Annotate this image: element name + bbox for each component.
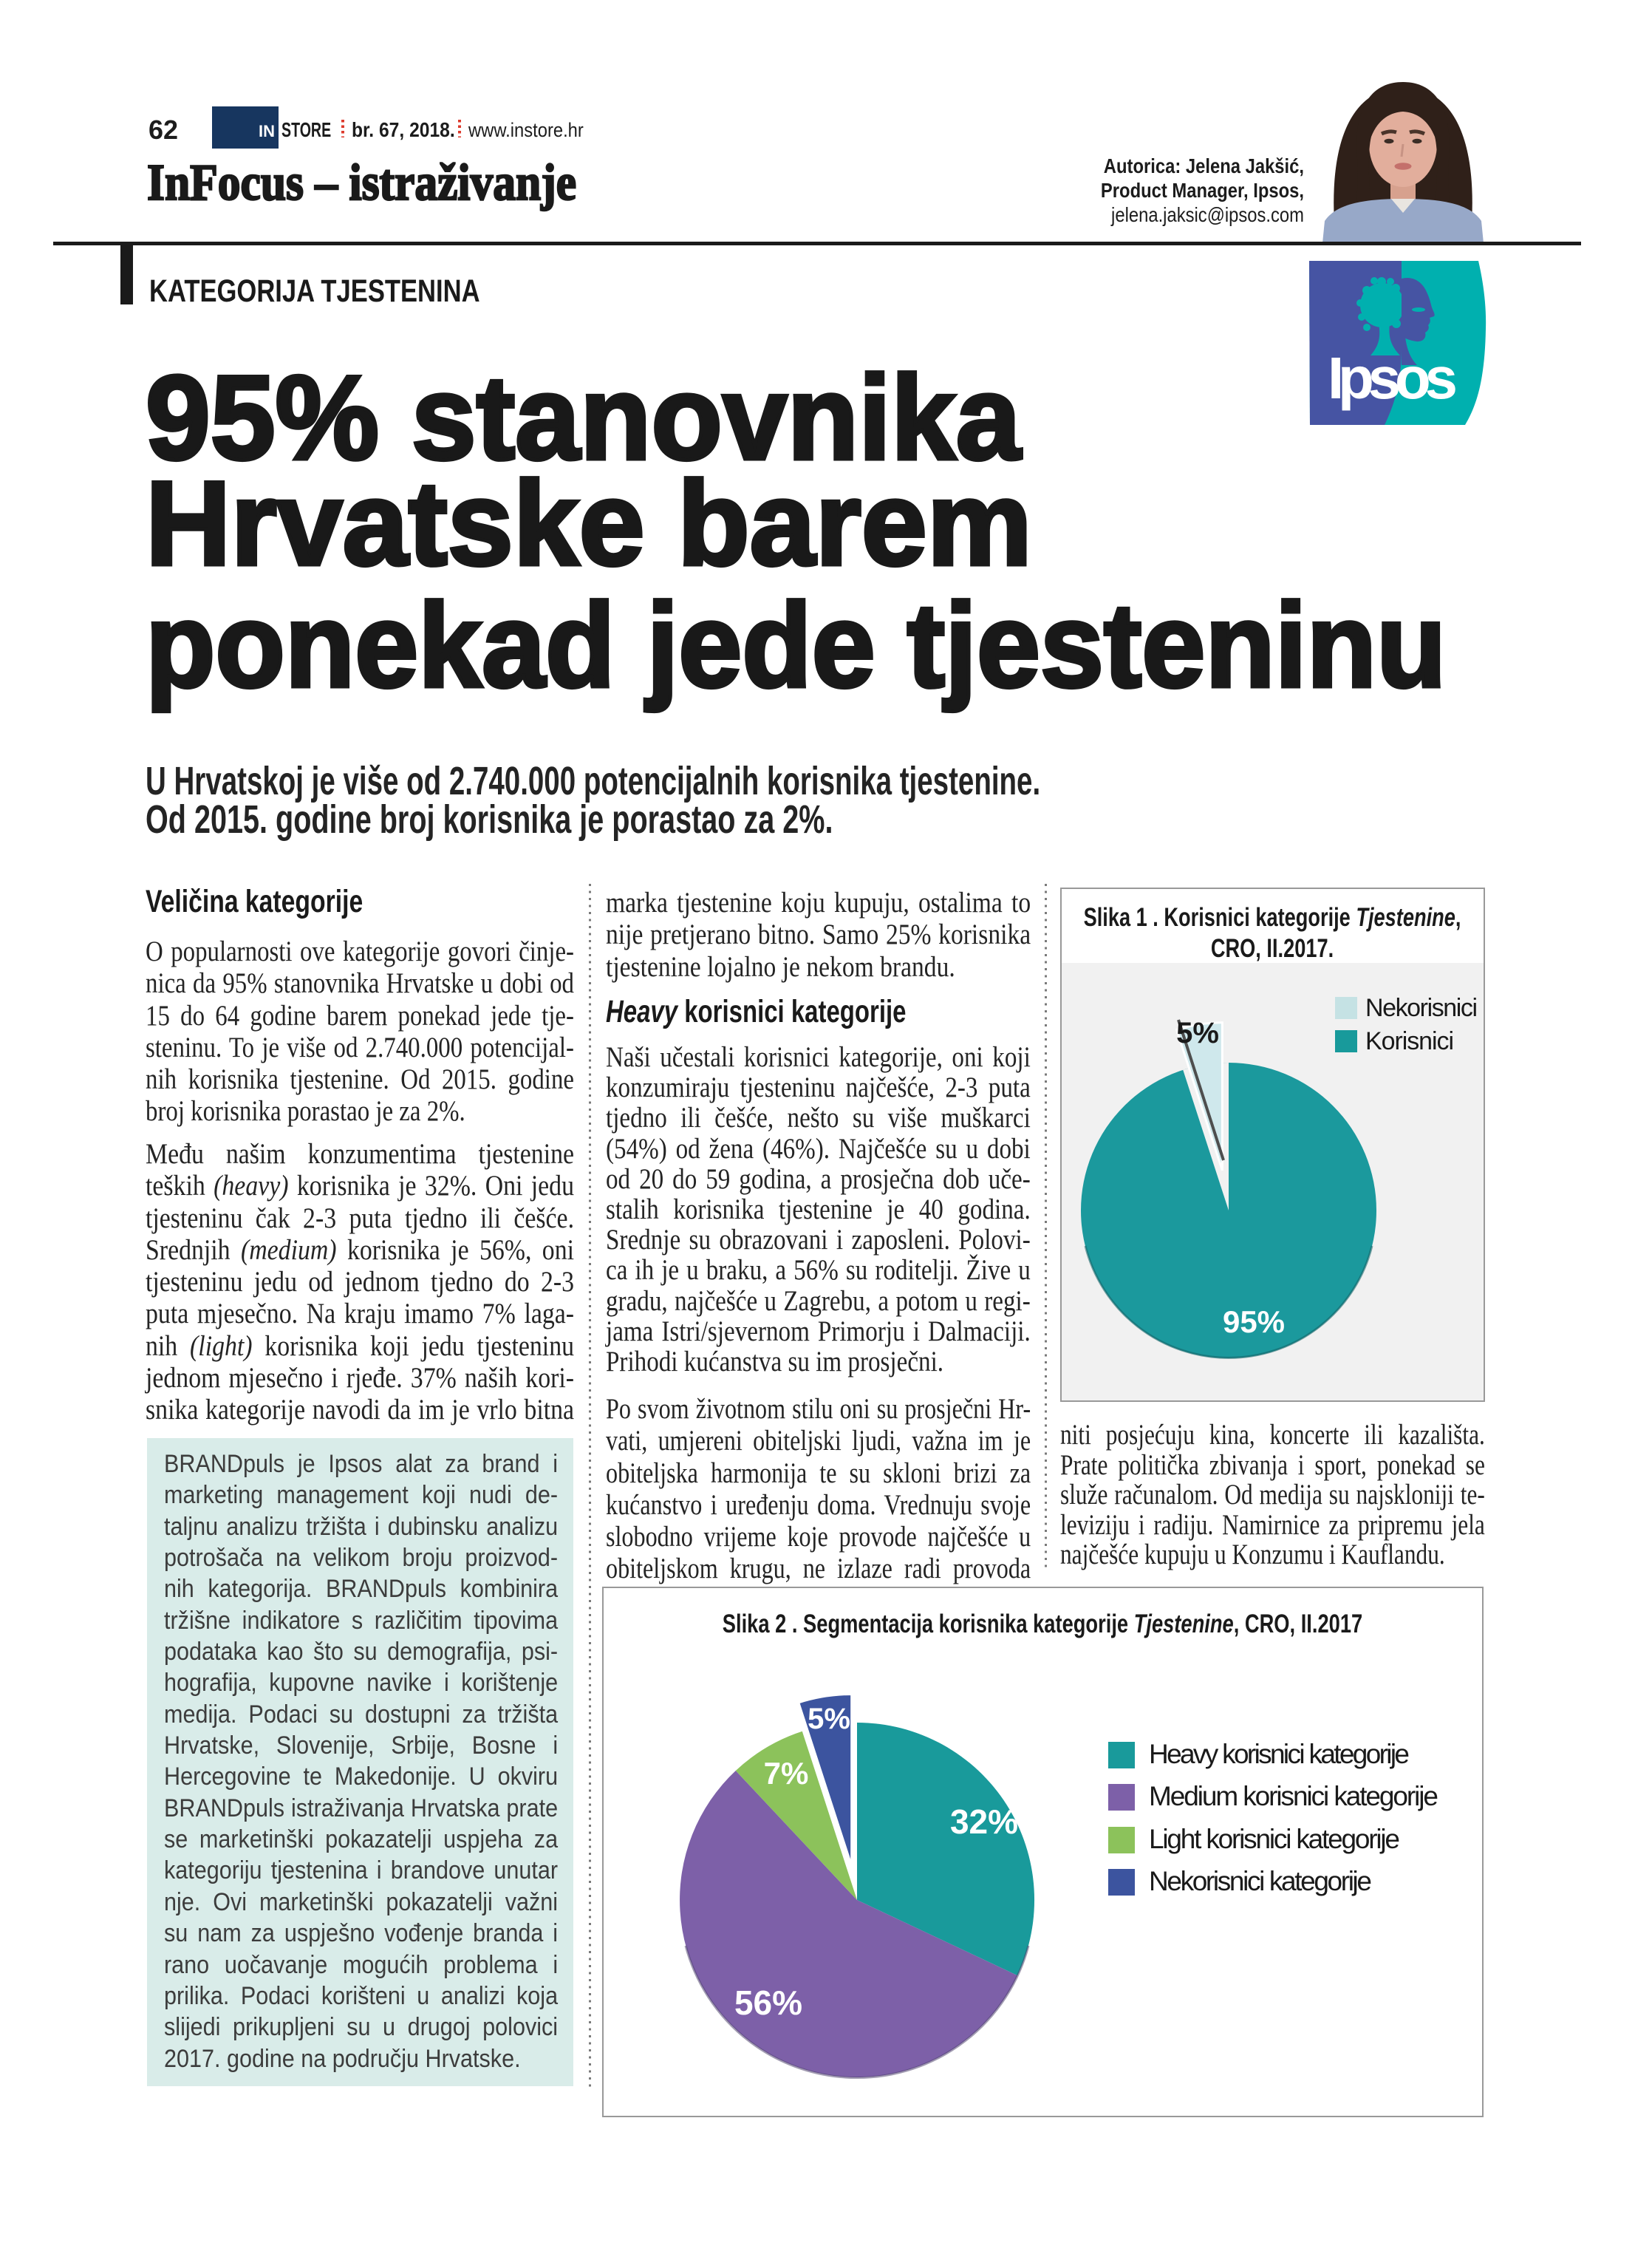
svg-text:Medium korisnici kategorije: Medium korisnici kategorije bbox=[1149, 1781, 1438, 1811]
svg-text:56%: 56% bbox=[734, 1983, 802, 2022]
svg-text:Korisnici: Korisnici bbox=[1365, 1027, 1454, 1055]
svg-text:Ipsos: Ipsos bbox=[1328, 345, 1458, 411]
svg-text:5%: 5% bbox=[808, 1703, 850, 1735]
svg-text:Nekorisnici kategorije: Nekorisnici kategorije bbox=[1149, 1866, 1372, 1896]
svg-text:7%: 7% bbox=[764, 1756, 809, 1791]
svg-text:95%: 95% bbox=[1223, 1304, 1285, 1339]
svg-text:Nekorisnici: Nekorisnici bbox=[1365, 994, 1478, 1022]
svg-text:Light korisnici kategorije: Light korisnici kategorije bbox=[1149, 1824, 1400, 1854]
svg-text:32%: 32% bbox=[950, 1802, 1018, 1841]
svg-text:Heavy korisnici kategorije: Heavy korisnici kategorije bbox=[1149, 1739, 1410, 1769]
svg-text:5%: 5% bbox=[1176, 1017, 1219, 1049]
